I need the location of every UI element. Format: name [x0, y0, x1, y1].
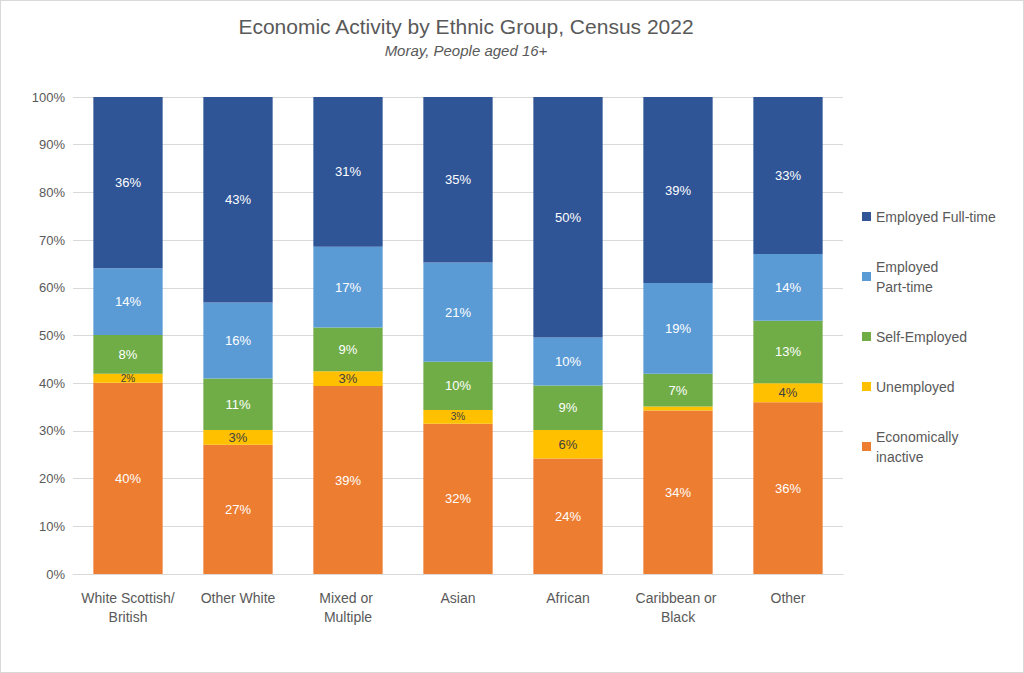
svg-text:60%: 60% [39, 280, 65, 295]
svg-text:39%: 39% [665, 183, 691, 198]
svg-text:Mixed or: Mixed or [319, 590, 377, 606]
svg-text:3%: 3% [339, 371, 358, 386]
svg-text:16%: 16% [225, 333, 251, 348]
svg-text:11%: 11% [225, 397, 250, 412]
svg-text:27%: 27% [225, 502, 251, 517]
svg-text:10%: 10% [445, 378, 471, 393]
svg-text:40%: 40% [115, 471, 141, 486]
svg-text:40%: 40% [39, 376, 65, 391]
svg-text:Caribbean or: Caribbean or [636, 590, 721, 606]
svg-text:31%: 31% [335, 164, 361, 179]
svg-text:Other: Other [770, 590, 805, 606]
svg-text:24%: 24% [555, 509, 581, 524]
svg-text:36%: 36% [115, 175, 141, 190]
svg-text:3%: 3% [451, 411, 466, 422]
svg-text:10%: 10% [39, 519, 65, 534]
svg-text:80%: 80% [39, 185, 65, 200]
svg-text:7%: 7% [669, 383, 688, 398]
svg-text:39%: 39% [335, 473, 361, 488]
svg-text:3%: 3% [229, 430, 248, 445]
svg-text:African: African [546, 590, 590, 606]
svg-text:100%: 100% [32, 90, 66, 105]
svg-text:6%: 6% [559, 437, 578, 452]
svg-text:33%: 33% [775, 168, 801, 183]
svg-text:White Scottish/: White Scottish/ [81, 590, 174, 606]
svg-text:Other White: Other White [201, 590, 276, 606]
svg-text:14%: 14% [775, 280, 801, 295]
svg-text:35%: 35% [445, 172, 471, 187]
svg-text:4%: 4% [779, 385, 798, 400]
svg-text:Part-time: Part-time [876, 279, 933, 295]
svg-text:19%: 19% [665, 321, 691, 336]
svg-text:Economically: Economically [876, 429, 962, 445]
svg-text:0%: 0% [46, 567, 65, 582]
svg-text:9%: 9% [339, 342, 358, 357]
svg-text:Employed Full-time: Employed Full-time [876, 209, 996, 225]
svg-text:Employed: Employed [876, 259, 942, 275]
svg-text:14%: 14% [115, 294, 141, 309]
svg-text:50%: 50% [39, 328, 65, 343]
svg-text:43%: 43% [225, 192, 251, 207]
svg-text:70%: 70% [39, 233, 65, 248]
svg-text:Multiple: Multiple [324, 609, 372, 625]
svg-text:Unemployed: Unemployed [876, 379, 955, 395]
svg-text:17%: 17% [335, 280, 361, 295]
svg-text:9%: 9% [559, 400, 578, 415]
svg-text:30%: 30% [39, 423, 65, 438]
svg-text:36%: 36% [775, 481, 801, 496]
svg-text:Moray, People aged 16+: Moray, People aged 16+ [385, 42, 548, 59]
svg-text:Economic Activity by Ethnic Gr: Economic Activity by Ethnic Group, Censu… [238, 15, 693, 38]
svg-text:90%: 90% [39, 137, 65, 152]
svg-text:21%: 21% [445, 305, 471, 320]
svg-text:2%: 2% [121, 373, 136, 384]
svg-text:13%: 13% [775, 344, 801, 359]
svg-text:8%: 8% [119, 347, 138, 362]
svg-text:32%: 32% [445, 491, 471, 506]
svg-text:34%: 34% [665, 485, 691, 500]
svg-text:inactive: inactive [876, 449, 924, 465]
svg-text:British: British [109, 609, 148, 625]
svg-text:10%: 10% [555, 354, 581, 369]
svg-text:Black: Black [661, 609, 696, 625]
svg-text:20%: 20% [39, 471, 65, 486]
svg-text:Self-Employed: Self-Employed [876, 329, 967, 345]
svg-text:Asian: Asian [440, 590, 475, 606]
svg-text:50%: 50% [555, 210, 581, 225]
